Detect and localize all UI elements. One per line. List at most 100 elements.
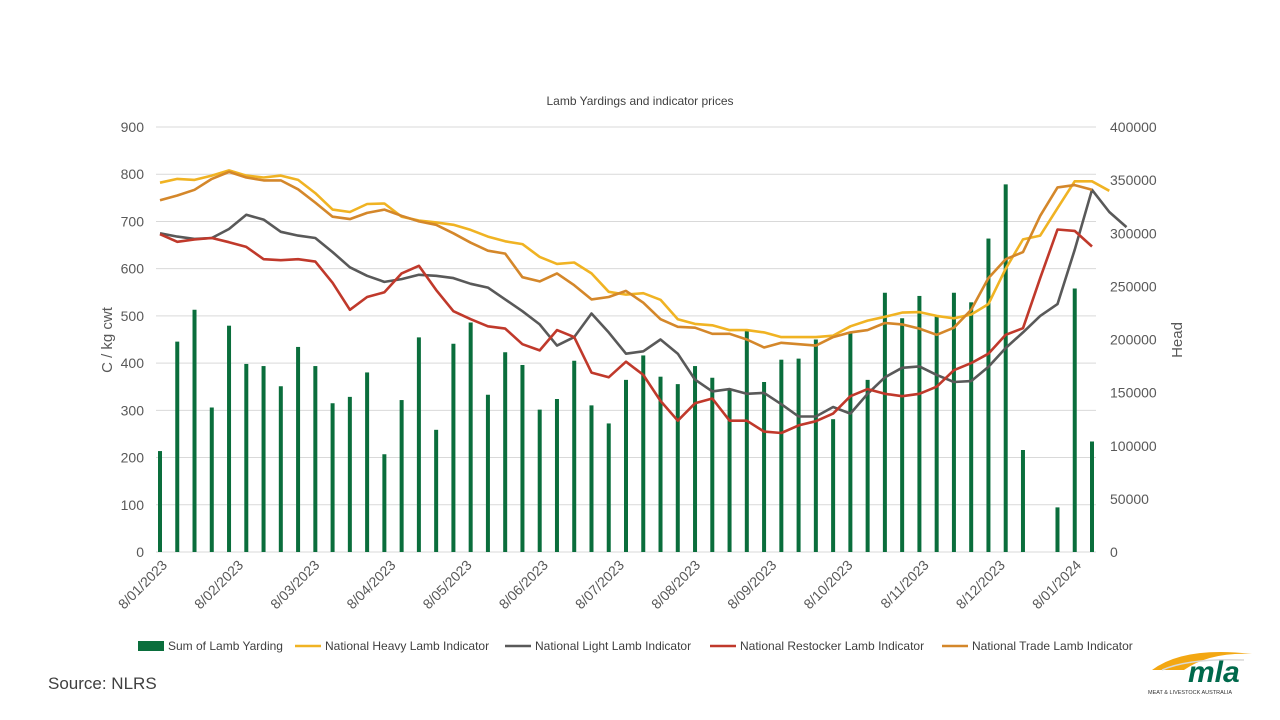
yarding-bar [900,318,905,552]
y-tick-label: 500 [121,308,145,324]
left-axis-ticks: 0 100 200 300 400 500 600 700 800 900 [121,119,145,560]
yarding-bar [399,400,404,552]
y2-tick-label: 0 [1110,544,1118,560]
yarding-bar [831,419,836,552]
x-tick-label: 8/11/2023 [877,557,932,612]
legend-label: Sum of Lamb Yarding [168,639,283,653]
yarding-bar [158,451,162,552]
yarding-bar [624,379,628,552]
x-axis-ticks: 8/01/2023 8/02/2023 8/03/2023 8/04/2023 8/05… [115,557,1085,613]
legend-label: National Heavy Lamb Indicator [325,639,489,653]
yarding-bar [520,365,525,552]
legend: Sum of Lamb Yarding National Heavy Lamb I… [138,639,1133,653]
source-label: Source: NLRS [48,674,157,693]
yarding-bar [330,403,335,552]
right-axis-ticks: 0 50000 100000 150000 200000 250000 300000 3500… [1110,119,1157,560]
x-tick-label: 8/08/2023 [648,557,704,613]
legend-label: National Restocker Lamb Indicator [740,639,924,653]
yarding-bar [451,343,456,552]
yarding-bar [1072,288,1077,552]
yarding-bar [951,292,956,552]
y-tick-label: 700 [121,213,145,229]
yarding-bar [244,363,249,552]
yarding-bar [848,332,853,552]
yarding-bar [934,315,939,552]
indicator-line [159,170,1093,349]
x-tick-label: 8/06/2023 [496,557,552,613]
yarding-bar [779,359,784,552]
y-tick-label: 300 [121,402,145,418]
y-tick-label: 400 [121,355,145,371]
x-tick-label: 8/03/2023 [267,557,323,613]
yarding-bar [969,302,974,552]
legend-label: National Trade Lamb Indicator [972,639,1133,653]
legend-swatch [138,641,164,651]
indicator-line [159,228,1093,435]
yarding-bar [416,337,421,552]
y2-tick-label: 100000 [1110,438,1157,454]
yarding-bar [658,376,663,552]
yarding-bar [175,341,180,552]
yarding-bar [589,405,594,552]
legend-label: National Light Lamb Indicator [535,639,691,653]
yarding-bar [986,238,991,552]
yarding-bar [434,429,439,552]
yarding-bar [1003,184,1008,552]
svg-text:MEAT & LIVESTOCK AUSTRALIA: MEAT & LIVESTOCK AUSTRALIA [1148,690,1232,696]
yarding-bar [762,382,767,552]
yarding-bar [278,386,283,552]
yarding-bar [917,295,922,552]
y-tick-label: 0 [136,544,144,560]
y2-tick-label: 150000 [1110,385,1157,401]
yarding-bar [813,339,818,552]
yarding-bar [192,309,197,552]
indicator-line [159,169,1110,339]
indicator-lines [159,169,1128,435]
y-tick-label: 200 [121,450,145,466]
yarding-bar [485,394,490,552]
yarding-bar [468,322,473,552]
left-axis-title: C / kg cwt [99,306,116,373]
x-tick-label: 8/09/2023 [724,557,780,613]
yarding-bar [1055,507,1060,552]
y-tick-label: 600 [121,261,145,277]
y2-tick-label: 200000 [1110,332,1157,348]
x-tick-label: 8/04/2023 [343,557,399,613]
yarding-bar [503,352,508,552]
y-tick-label: 800 [121,166,145,182]
yarding-bar [296,346,301,552]
yarding-bar [641,355,646,552]
yarding-bar [727,389,732,552]
y2-tick-label: 300000 [1110,225,1157,241]
right-axis-title: Head [1169,322,1186,358]
indicator-line [159,188,1128,418]
svg-text:mla: mla [1188,656,1240,689]
yarding-bar [572,360,577,552]
yarding-bar [882,292,887,552]
yarding-bar [261,366,266,552]
y-tick-label: 900 [121,119,145,135]
mla-logo: mla MEAT & LIVESTOCK AUSTRALIA [1148,652,1252,696]
y2-tick-label: 400000 [1110,119,1157,135]
yarding-bar [796,358,801,552]
x-tick-label: 8/05/2023 [419,557,475,613]
yarding-bar [693,366,698,552]
x-tick-label: 8/01/2023 [115,557,171,613]
chart-title: Lamb Yardings and indicator prices [547,94,734,108]
x-tick-label: 8/12/2023 [953,557,1009,613]
yarding-bar [865,379,870,552]
y2-tick-label: 50000 [1110,491,1149,507]
yarding-bar [1020,450,1025,552]
yarding-bar [744,331,749,552]
yarding-bar [227,325,232,552]
yarding-bar [606,423,611,552]
y2-tick-label: 250000 [1110,278,1157,294]
yarding-bar [1090,441,1094,552]
yarding-bar [710,377,715,552]
y-tick-label: 100 [121,497,145,513]
yarding-bar [537,409,542,552]
yarding-bars [158,184,1094,552]
x-tick-label: 8/07/2023 [572,557,628,613]
yarding-bar [365,372,370,552]
